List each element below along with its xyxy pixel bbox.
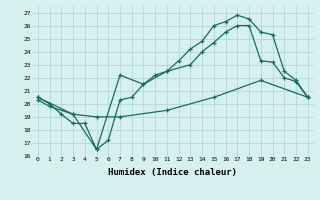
X-axis label: Humidex (Indice chaleur): Humidex (Indice chaleur) [108, 168, 237, 177]
